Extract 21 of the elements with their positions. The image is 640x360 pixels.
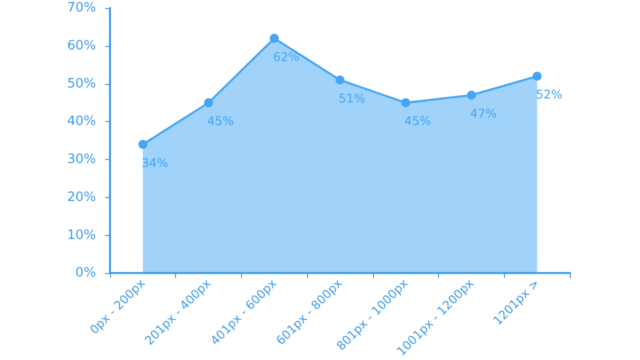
y-tick-label: 10% xyxy=(67,228,96,243)
point xyxy=(204,98,214,108)
point xyxy=(466,90,476,100)
point xyxy=(138,140,148,149)
data-label: 51% xyxy=(338,91,366,106)
data-label: 45% xyxy=(404,114,432,128)
point xyxy=(532,72,542,81)
y-tick-label: 20% xyxy=(67,190,96,205)
y-tick-label: 70% xyxy=(67,0,96,16)
y-tick-label: 60% xyxy=(67,38,96,54)
y-tick-label: 0% xyxy=(75,266,96,281)
y-tick-label: 30% xyxy=(67,152,96,168)
point xyxy=(401,98,410,108)
y-tick-label: 50% xyxy=(67,76,96,92)
data-label: 47% xyxy=(470,106,497,121)
point xyxy=(336,75,344,84)
data-label: 45% xyxy=(207,114,234,128)
point xyxy=(270,34,279,43)
data-label: 62% xyxy=(272,50,300,64)
y-tick-label: 40% xyxy=(67,114,96,130)
data-label: 52% xyxy=(536,88,562,102)
